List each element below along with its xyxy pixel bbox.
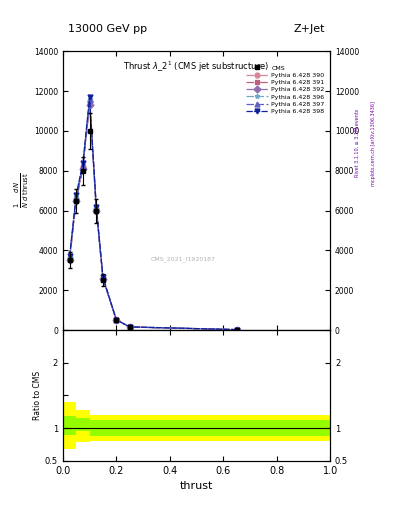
Text: Thrust $\lambda\_2^1$ (CMS jet substructure): Thrust $\lambda\_2^1$ (CMS jet substruct… <box>123 59 270 74</box>
X-axis label: thrust: thrust <box>180 481 213 491</box>
Y-axis label: $\frac{1}{N}\,\frac{dN}{d\,\mathrm{thrust}}$: $\frac{1}{N}\,\frac{dN}{d\,\mathrm{thrus… <box>13 173 31 208</box>
Text: Rivet 3.1.10, ≥ 3.1M events: Rivet 3.1.10, ≥ 3.1M events <box>355 109 360 178</box>
Legend: CMS, Pythia 6.428 390, Pythia 6.428 391, Pythia 6.428 392, Pythia 6.428 396, Pyt: CMS, Pythia 6.428 390, Pythia 6.428 391,… <box>244 62 327 117</box>
Y-axis label: Ratio to CMS: Ratio to CMS <box>33 371 42 420</box>
Text: mcplots.cern.ch [arXiv:1306.3436]: mcplots.cern.ch [arXiv:1306.3436] <box>371 101 376 186</box>
Text: 13000 GeV pp: 13000 GeV pp <box>68 25 147 34</box>
Text: CMS_2021_I1920187: CMS_2021_I1920187 <box>151 257 216 262</box>
Text: Z+Jet: Z+Jet <box>293 25 325 34</box>
